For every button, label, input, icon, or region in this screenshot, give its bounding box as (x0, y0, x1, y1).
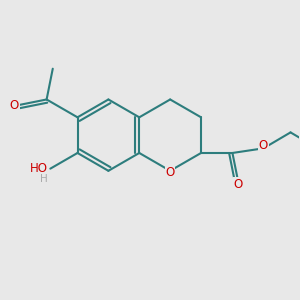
Text: HO: HO (30, 162, 48, 175)
Text: H: H (40, 174, 48, 184)
Text: O: O (10, 99, 19, 112)
Text: O: O (259, 139, 268, 152)
Text: O: O (234, 178, 243, 191)
Text: O: O (166, 166, 175, 179)
